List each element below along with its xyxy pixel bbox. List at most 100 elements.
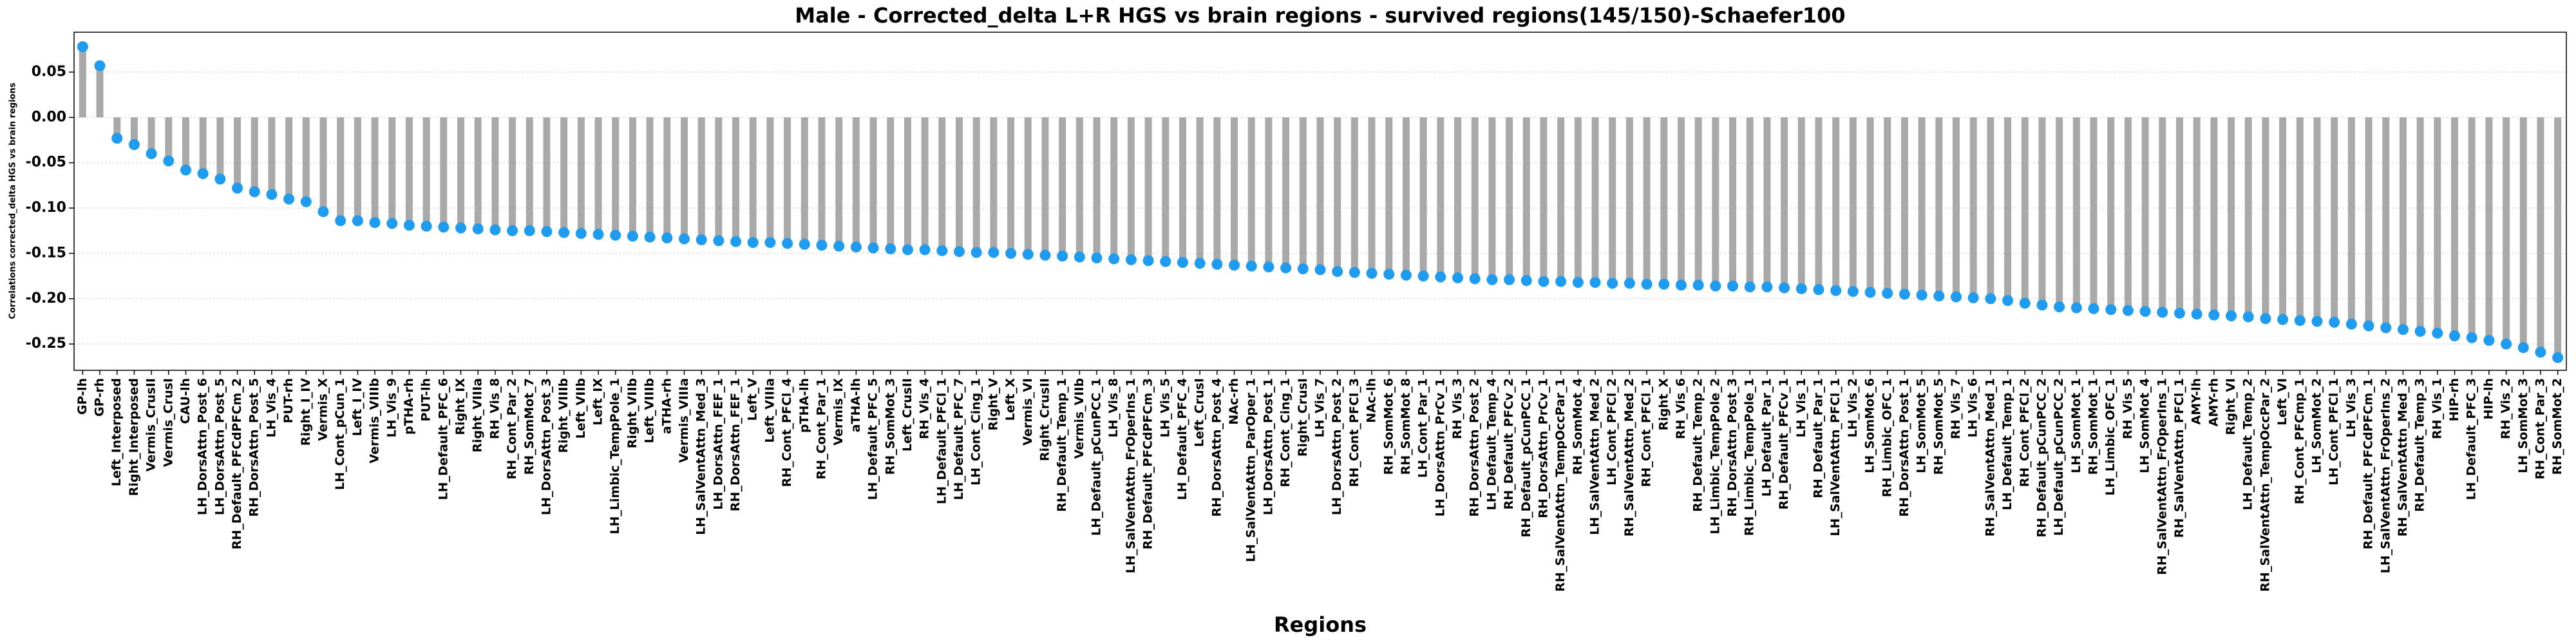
dot	[1229, 260, 1240, 271]
x-tick-label: RH_Default_Par_1	[1812, 378, 1826, 498]
dot	[111, 133, 123, 144]
x-tick-label: LH_Default_PFC_6	[436, 378, 450, 500]
x-tick-label: Vermis_CrusI	[161, 378, 175, 467]
y-tick-label: 0.05	[32, 64, 66, 80]
dot	[1572, 276, 1584, 288]
x-tick-label: RH_SomMot_5	[1931, 378, 1946, 475]
dot	[2070, 302, 2082, 314]
dot	[1967, 292, 1979, 303]
x-tick-label: RH_SalVentAttn_FrOperIns_1	[2155, 378, 2169, 575]
dot	[747, 237, 759, 249]
dot	[232, 182, 243, 194]
x-tick-label: Left_VIIIb	[643, 378, 657, 443]
x-tick-label: RH_Default_Temp_1	[1055, 378, 1069, 512]
x-tick-label: LH_Cont_PFCl_1	[2327, 378, 2341, 486]
dot	[2483, 335, 2495, 346]
dot	[2501, 338, 2512, 350]
dot	[2535, 346, 2546, 358]
x-tick-label: Right_VIIIb	[556, 378, 571, 453]
x-tick-label: RH_SomMot_3	[883, 378, 897, 475]
y-tick-label: -0.15	[26, 245, 66, 261]
dot	[1864, 287, 1876, 298]
dot	[2414, 325, 2426, 337]
dot	[2139, 306, 2151, 317]
x-tick-label: LH_Cont_Cing_1	[969, 378, 983, 486]
x-tick-label: Left_CrusI	[1193, 378, 1207, 447]
x-tick-label: Left_VI	[2275, 378, 2289, 426]
dot	[2242, 311, 2254, 323]
x-tick-label: RH_SomMot_7	[522, 378, 536, 475]
dot	[2122, 305, 2134, 316]
dot	[507, 225, 518, 236]
x-tick-label: Right_V	[986, 378, 1000, 431]
dot	[2208, 309, 2220, 321]
dot	[1332, 266, 1343, 278]
x-tick-label: LH_Cont_pCun_1	[333, 378, 347, 490]
x-tick-label: LH_Vis_8	[1106, 378, 1121, 437]
x-tick-label: LH_Default_PFC_5	[866, 378, 880, 500]
dot	[266, 189, 278, 200]
x-tick-label: RH_Cont_PFCl_3	[1347, 378, 1361, 487]
dot	[317, 206, 329, 218]
dot	[2260, 313, 2271, 325]
dot	[2552, 352, 2564, 363]
x-tick-label: RH_DorsAttn_Post_5	[247, 378, 261, 517]
x-tick-label: Left_I_IV	[350, 378, 365, 436]
dot	[1245, 260, 1257, 272]
x-tick-label: LH_Vis_1	[1794, 378, 1808, 437]
dot	[2088, 303, 2099, 314]
x-tick-label: aTHA-lh	[849, 378, 863, 432]
x-tick-label: GP-lh	[75, 378, 90, 415]
dot	[1211, 258, 1223, 270]
dot	[1314, 264, 1326, 276]
x-tick-label: RH_Vis_1	[2430, 378, 2444, 439]
x-tick-label: Vermis_VIIIb	[368, 378, 382, 464]
dot	[128, 139, 140, 151]
x-tick-label: RH_Cont_PFCl_4	[780, 378, 794, 487]
x-tick-label: Left_VIIIa	[762, 378, 777, 443]
x-tick-label: Right_VIIIa	[471, 378, 485, 453]
x-tick-label: Left_V	[746, 378, 760, 421]
dot	[1469, 273, 1481, 285]
dot	[713, 235, 724, 247]
dot	[163, 155, 175, 167]
x-tick-label: PUT-rh	[281, 378, 296, 423]
dot	[730, 236, 742, 247]
x-tick-label: LH_Cont_PFCl_2	[1605, 378, 1619, 486]
dot	[1641, 278, 1653, 290]
y-tick-label: -0.05	[26, 155, 66, 171]
y-tick-label: -0.20	[26, 290, 66, 307]
dot	[1417, 270, 1429, 282]
dot	[403, 220, 415, 231]
dot	[1744, 281, 1756, 293]
dot	[2054, 301, 2065, 312]
x-tick-label: RH_DorsAttn_FEF_1	[728, 378, 743, 511]
x-tick-label: LH_SomMot_1	[2069, 378, 2083, 473]
dot	[816, 240, 828, 251]
x-tick-label: LH_SalVentAttn_Med_2	[1588, 378, 1602, 535]
dot	[369, 217, 381, 229]
dot	[2517, 342, 2529, 354]
dot	[782, 238, 793, 249]
dot	[2449, 330, 2461, 342]
dot	[1263, 261, 1274, 273]
x-tick-label: RH_Vis_5	[2121, 378, 2135, 439]
x-tick-label: RH_Default_PFCv_1	[1777, 378, 1791, 509]
x-tick-label: Right_Interposed	[127, 378, 141, 496]
x-tick-label: Right_I_IV	[299, 378, 313, 446]
x-tick-label: RH_DorsAttn_Post_2	[1468, 378, 1482, 517]
dot	[2002, 295, 2014, 307]
x-tick-label: RH_SalVentAttn_Med_1	[1983, 378, 1997, 536]
x-tick-label: LH_DorsAttn_Post_6	[196, 378, 210, 515]
dot	[1520, 275, 1532, 287]
dot	[1813, 284, 1824, 296]
x-tick-label: Right_CrusI	[1296, 378, 1310, 457]
dot	[283, 193, 295, 205]
dot	[2363, 320, 2374, 332]
x-tick-label: HIP-rh	[2447, 378, 2461, 421]
dot	[94, 60, 106, 71]
dot	[1933, 290, 1945, 302]
dot	[1589, 276, 1601, 288]
dot	[180, 164, 191, 176]
